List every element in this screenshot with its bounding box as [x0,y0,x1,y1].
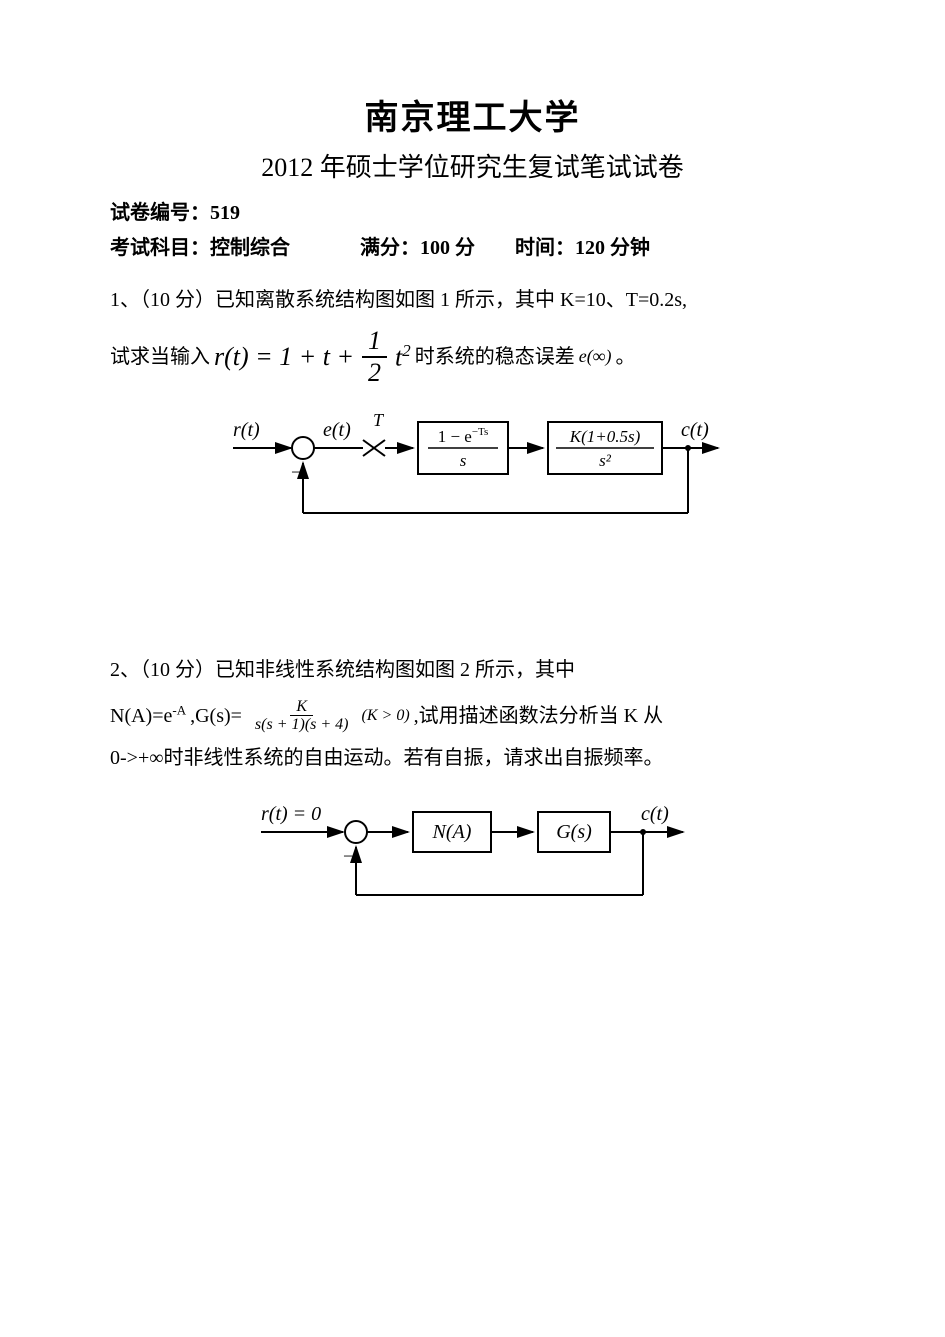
q2-gs-frac: K s(s + 1)(s + 4) [249,698,355,734]
q1-tail: 。 [616,345,636,369]
q1-r-label: r(t) [233,419,260,441]
score: 满分：100 分 [360,231,475,260]
q2-gs-cond: (K > 0) [362,700,410,732]
q1-diagram: r(t) − e(t) T 1 − e−Ts s [110,398,835,558]
q1-einf: e(∞) [579,346,612,368]
q2-gs-text: G(s) [556,821,592,843]
q1-eq-lhs: r(t) = 1 + t + [214,341,354,372]
q1-g-num: K(1+0.5s) [568,427,640,446]
question-1: 1、（10 分）已知离散系统结构图如图 1 所示，其中 K=10、T=0.2s,… [110,278,835,558]
subject: 考试科目：控制综合 [110,231,290,260]
q2-c-label: c(t) [641,803,669,825]
q1-prefix: 试求当输入 [110,345,210,369]
q1-eq-frac-den: 2 [362,358,387,388]
time-value: 120 分钟 [575,237,650,259]
q2-block-diagram: r(t) = 0 − N(A) G(s) c(t) [243,790,703,940]
q2-na-text: N(A) [431,821,471,843]
q2-gs-den: s(s + 1)(s + 4) [249,716,355,734]
q1-line1: 1、（10 分）已知离散系统结构图如图 1 所示，其中 K=10、T=0.2s, [110,278,835,322]
q1-block-diagram: r(t) − e(t) T 1 − e−Ts s [213,398,733,558]
university-title: 南京理工大学 [110,90,835,139]
exam-title: 2012 年硕士学位研究生复试笔试试卷 [110,147,835,184]
q1-summing-junction [292,437,314,459]
paper-code: 519 [210,202,240,224]
q2-tail1: ,试用描述函数法分析当 K 从 [414,696,663,736]
q2-gs-label: ,G(s)= [190,696,242,736]
subject-value: 控制综合 [210,237,290,259]
score-value: 100 分 [420,237,475,259]
score-label: 满分： [360,237,420,259]
q1-output-node [685,445,691,451]
subject-label: 考试科目： [110,237,210,259]
q1-mid: 时系统的稳态误差 [415,345,575,369]
q1-c-label: c(t) [681,419,709,441]
q2-r-label: r(t) = 0 [261,803,321,825]
q2-line2: N(A)=e-A ,G(s)= K s(s + 1)(s + 4) (K > 0… [110,696,835,736]
q1-eq-frac-num: 1 [362,326,387,358]
q1-equation: r(t) = 1 + t + 1 2 t2 [214,326,411,388]
q1-zoh-den: s [459,451,466,470]
q2-na: N(A)=e-A [110,696,186,736]
q1-minus: − [291,462,301,482]
q2-line1: 2、（10 分）已知非线性系统结构图如图 2 所示，其中 [110,648,835,692]
paper-code-label: 试卷编号： [110,202,210,224]
q2-line3: 0->+∞时非线性系统的自由运动。若有自振，请求出自振频率。 [110,736,835,780]
q2-gs-num: K [290,698,313,717]
q1-g-den: s² [599,451,612,470]
q2-diagram: r(t) = 0 − N(A) G(s) c(t) [110,790,835,940]
paper-code-row: 试卷编号：519 [110,196,835,225]
question-2: 2、（10 分）已知非线性系统结构图如图 2 所示，其中 N(A)=e-A ,G… [110,648,835,940]
meta-row: 考试科目：控制综合 满分：100 分 时间：120 分钟 [110,231,835,260]
q2-minus: − [343,846,353,866]
q1-eq-frac: 1 2 [362,326,387,388]
q2-summing-junction [345,821,367,843]
q1-e-label: e(t) [323,419,351,441]
time: 时间：120 分钟 [515,231,650,260]
time-label: 时间： [515,237,575,259]
q1-line2: 试求当输入 r(t) = 1 + t + 1 2 t2 时系统的稳态误差 e(∞… [110,326,835,388]
q1-T-label: T [373,410,385,430]
q1-eq-t2: t2 [395,341,411,373]
